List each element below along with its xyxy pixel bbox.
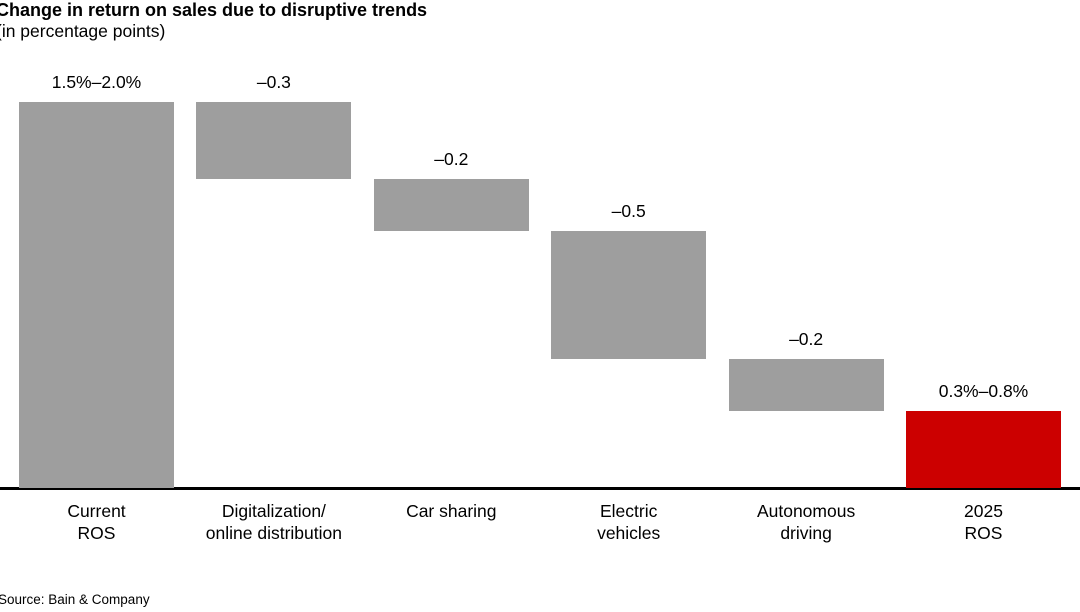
category-label-2025-ros: 2025 ROS xyxy=(964,501,1003,543)
value-label-autonomous-driving: –0.2 xyxy=(789,329,824,350)
category-label-car-sharing: Car sharing xyxy=(406,501,497,521)
value-label-digitalization-online-distribution: –0.3 xyxy=(256,72,291,92)
value-label-car-sharing: –0.2 xyxy=(434,149,469,170)
waterfall-bar-car-sharing xyxy=(373,179,529,231)
source-note: Source: Bain & Company xyxy=(0,592,150,607)
x-axis-line xyxy=(0,487,1080,490)
value-label-electric-vehicles: –0.5 xyxy=(611,200,646,221)
waterfall-bar-2025-ros xyxy=(906,410,1061,488)
value-label-2025-ros: 0.3%–0.8% xyxy=(938,380,1029,401)
value-label-current-ros: 1.5%–2.0% xyxy=(51,72,142,92)
category-label-autonomous-driving: Autonomous driving xyxy=(756,501,856,543)
category-label-electric-vehicles: Electric vehicles xyxy=(597,501,661,543)
category-label-current-ros: Current ROS xyxy=(67,501,126,543)
waterfall-bar-electric-vehicles xyxy=(551,230,707,360)
chart-title: Change in return on sales due to disrupt… xyxy=(0,0,428,20)
waterfall-bar-current-ros xyxy=(19,102,174,488)
waterfall-bar-digitalization-online-distribution xyxy=(196,102,352,180)
chart-subtitle: (in percentage points) xyxy=(0,21,166,41)
waterfall-bar-autonomous-driving xyxy=(728,359,884,411)
category-label-digitalization-online-distribution: Digitalization/ online distribution xyxy=(205,501,342,543)
